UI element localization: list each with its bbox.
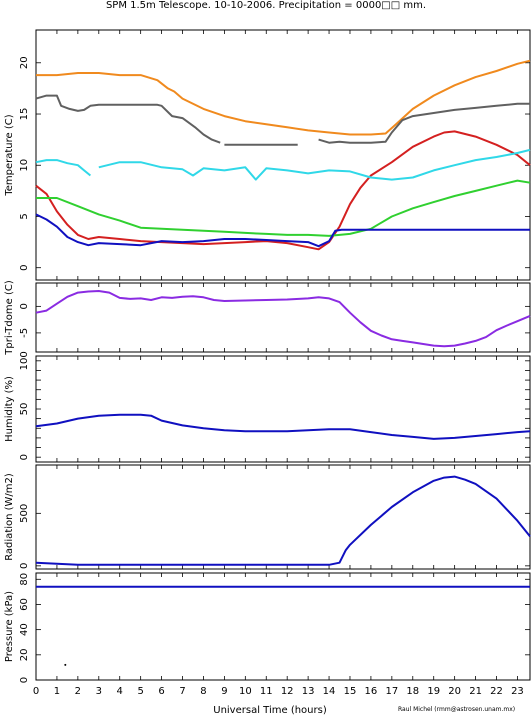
y-tick-label: -5 [19,328,30,338]
panel-5: 0 20 40 60 80 Pressure (kPa) [4,572,531,683]
series-1-line [35,475,531,566]
x-tick-label: 14 [323,686,336,697]
series-1-line [35,413,531,440]
y-axis-label: Pressure (kPa) [4,591,15,662]
y-tick-label: 40 [19,623,30,636]
y-tick-label: 15 [19,108,30,121]
x-tick-label: 12 [281,686,294,697]
y-tick-label: 50 [19,403,30,416]
y-tick-label: 5 [19,213,30,219]
y-tick-label: 100 [19,351,30,370]
x-axis: 0 1 2 3 4 5 6 7 8 9 10 11 12 13 14 15 16 17 18 19 20 21 22 23 [33,686,524,697]
y-tick-label: 20 [19,648,30,661]
x-tick-label: 6 [158,686,164,697]
panel-frame [35,355,531,463]
x-tick-label: 20 [448,686,461,697]
data-point [64,663,67,666]
y-axis-label: Humidity (%) [4,376,15,442]
x-tick-label: 13 [302,686,315,697]
x-axis-label: Universal Time (hours) [213,705,327,716]
x-tick-label: 22 [490,686,503,697]
panel-4: 0 500 Radiation (W/m2) [4,464,531,570]
x-tick-label: 7 [179,686,185,697]
panels: 0 5 10 15 20 Temperature (C) -5 0 Tpri-Tdome (C)… [4,29,531,683]
chart-title: SPM 1.5m Telescope. 10-10-2006. Precipit… [106,0,426,11]
x-tick-label: 0 [33,686,39,697]
panel-frame [35,282,531,353]
series-1-line [36,59,531,136]
x-tick-label: 8 [200,686,206,697]
y-tick-label: 80 [19,573,30,586]
x-tick-label: 19 [427,686,440,697]
panel-frame [35,464,531,570]
y-axis-label: Tpri-Tdome (C) [4,280,15,356]
x-tick-label: 18 [406,686,419,697]
y-tick-label: 60 [19,598,30,611]
y-tick-label: 0 [19,303,30,309]
x-tick-label: 4 [117,686,123,697]
series-2-line [318,102,530,144]
x-tick-label: 15 [344,686,357,697]
series-3-line [35,130,531,251]
y-tick-label: 0 [19,563,30,569]
x-tick-label: 17 [385,686,398,697]
y-axis-label: Radiation (W/m2) [4,473,15,561]
series-2-line [35,94,221,144]
y-tick-label: 500 [19,504,30,523]
panel-frame [35,572,531,681]
series-1-line [35,290,531,348]
y-tick-label: 20 [19,56,30,69]
panel-3: 0 50 100 Humidity (%) [4,351,531,463]
x-tick-label: 16 [365,686,378,697]
panel-1: 0 5 10 15 20 Temperature (C) [4,29,531,281]
y-axis-label: Temperature (C) [4,114,15,196]
x-tick-label: 23 [511,686,524,697]
x-tick-label: 21 [469,686,482,697]
x-tick-label: 2 [75,686,81,697]
y-tick-label: 10 [19,159,30,172]
panel-frame [35,29,531,281]
x-tick-label: 11 [260,686,273,697]
series-6-line [35,159,92,177]
x-tick-label: 1 [54,686,60,697]
y-tick-label: 0 [19,677,30,683]
credit-text: Raul Michel (rmm@astrosen.unam.mx) [398,706,515,713]
y-tick-label: 0 [19,454,30,460]
x-tick-label: 5 [137,686,143,697]
x-tick-label: 3 [96,686,102,697]
series-4-line [36,179,531,237]
x-tick-label: 10 [239,686,252,697]
series-6-line [98,148,531,181]
y-tick-label: 0 [19,265,30,271]
x-tick-label: 9 [221,686,227,697]
panel-2: -5 0 Tpri-Tdome (C) [4,280,531,356]
series-5-line [35,213,530,248]
